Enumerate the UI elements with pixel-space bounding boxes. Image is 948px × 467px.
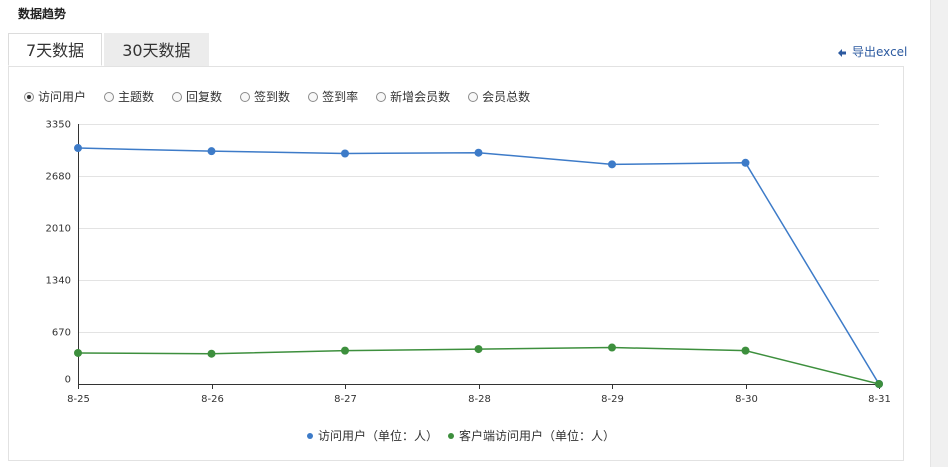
data-point: [207, 349, 216, 358]
data-point: [608, 160, 616, 169]
legend-marker: [307, 432, 313, 439]
y-tick-label: 1340: [46, 276, 71, 287]
section-title: 数据趋势: [18, 7, 67, 21]
x-tick-label: 8-30: [735, 394, 758, 405]
tab-7-days[interactable]: 7天数据: [8, 33, 103, 66]
radio-total-members[interactable]: 会员总数: [468, 88, 530, 105]
radio-label: 新增会员数: [390, 90, 451, 104]
radio-button[interactable]: [376, 91, 387, 102]
radio-checkins[interactable]: 签到数: [240, 88, 290, 105]
data-point: [474, 148, 483, 157]
x-tick-label: 8-29: [601, 394, 624, 405]
radio-button[interactable]: [240, 91, 251, 102]
radio-label: 会员总数: [482, 90, 531, 104]
x-tick-label: 8-26: [201, 394, 224, 405]
data-point: [608, 343, 616, 352]
y-tick-label: 670: [52, 328, 71, 339]
radio-button[interactable]: [172, 91, 183, 102]
chart-series: [74, 144, 883, 388]
legend-label: 访问用户（单位：人）: [318, 429, 439, 443]
legend-item-client-visit-users[interactable]: 客户端访问用户（单位：人）: [448, 427, 615, 444]
radio-label: 主题数: [118, 90, 155, 104]
chart-grid: [78, 124, 879, 333]
radio-visit-users[interactable]: 访问用户: [24, 88, 86, 105]
y-tick-label: 3350: [46, 120, 71, 131]
export-excel-label: 导出excel: [852, 45, 908, 59]
data-point: [741, 158, 750, 167]
radio-button[interactable]: [468, 91, 479, 102]
data-point: [207, 147, 216, 156]
data-point: [741, 346, 750, 355]
x-tick-label: 8-28: [468, 394, 491, 405]
x-tick-label: 8-31: [868, 394, 891, 405]
radio-topics[interactable]: 主题数: [104, 88, 154, 105]
data-point: [341, 149, 349, 158]
export-excel-link[interactable]: 导出excel: [836, 43, 907, 60]
data-point: [875, 380, 883, 388]
export-arrow-icon: [838, 48, 846, 57]
radio-label: 访问用户: [38, 90, 87, 104]
y-tick-label: 0: [65, 375, 71, 386]
y-tick-label: 2010: [46, 224, 71, 235]
radio-button[interactable]: [308, 91, 319, 102]
radio-label: 签到数: [254, 90, 291, 104]
radio-new-members[interactable]: 新增会员数: [376, 88, 450, 105]
metric-radio-group: 访问用户 主题数 回复数 签到数 签到率 新增会员数 会员总数: [24, 88, 548, 105]
radio-checkin-rate[interactable]: 签到率: [308, 88, 358, 105]
vertical-scrollbar[interactable]: [930, 0, 948, 467]
data-point: [341, 346, 349, 355]
radio-replies[interactable]: 回复数: [172, 88, 222, 105]
series-2: [74, 343, 883, 388]
radio-button[interactable]: [24, 91, 34, 102]
legend-label: 客户端访问用户（单位：人）: [459, 429, 616, 443]
radio-button[interactable]: [104, 91, 115, 102]
data-point: [474, 345, 483, 354]
radio-label: 签到率: [322, 90, 359, 104]
chart-panel: [8, 66, 904, 461]
tab-30-days[interactable]: 30天数据: [104, 33, 209, 66]
data-point: [74, 348, 82, 357]
legend-item-visit-users[interactable]: 访问用户（单位：人）: [307, 427, 438, 444]
y-tick-label: 2680: [46, 172, 71, 183]
tab-bar: 7天数据 30天数据: [8, 33, 209, 67]
y-axis-ticks: 0 670 1340 2010 2680 3350: [46, 120, 71, 386]
legend-marker: [448, 432, 455, 439]
data-point: [74, 144, 82, 153]
chart-legend: 访问用户（单位：人） 客户端访问用户（单位：人）: [307, 427, 625, 444]
radio-label: 回复数: [186, 90, 223, 104]
x-tick-label: 8-27: [334, 394, 357, 405]
x-axis-ticks: 8-25 8-26 8-27 8-28 8-29 8-30 8-31: [67, 394, 891, 405]
x-tick-label: 8-25: [67, 394, 90, 405]
